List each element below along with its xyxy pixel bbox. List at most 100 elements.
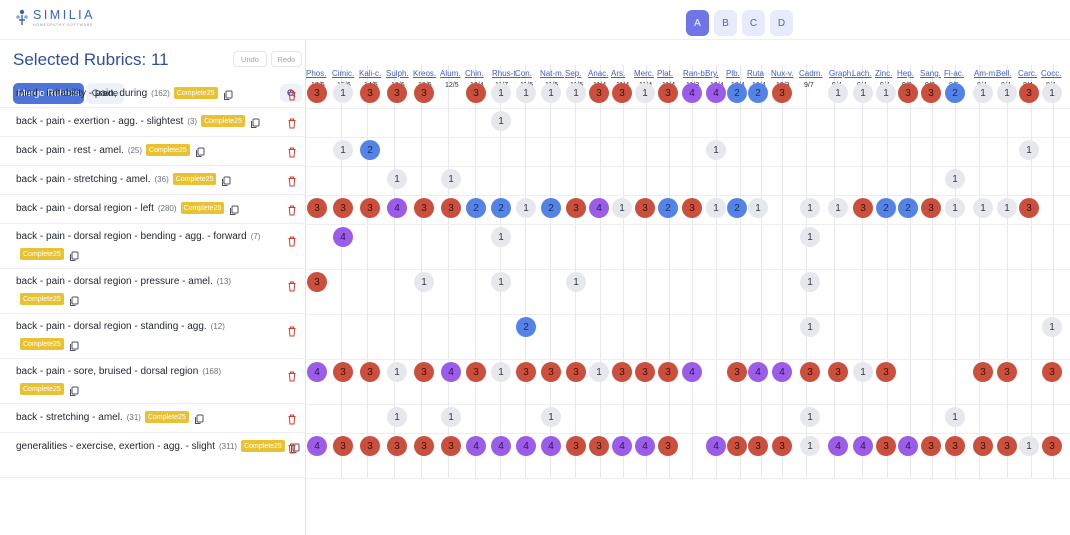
grade-cell[interactable]: 3 <box>387 83 407 103</box>
remedy-name[interactable]: Hep. <box>897 69 914 78</box>
grade-cell[interactable]: 4 <box>682 362 702 382</box>
grade-cell[interactable]: 3 <box>800 362 820 382</box>
grade-cell[interactable]: 3 <box>414 436 434 456</box>
grade-cell[interactable]: 3 <box>360 83 380 103</box>
rubric-text[interactable]: back - pain - dorsal region - bending - … <box>16 231 247 242</box>
grade-cell[interactable]: 1 <box>541 83 561 103</box>
grade-cell[interactable]: 4 <box>772 362 792 382</box>
grade-cell[interactable]: 3 <box>589 83 609 103</box>
grade-cell[interactable]: 3 <box>945 436 965 456</box>
grade-cell[interactable]: 3 <box>997 362 1017 382</box>
copy-icon[interactable] <box>195 145 205 157</box>
grade-cell[interactable]: 4 <box>516 436 536 456</box>
grade-cell[interactable]: 4 <box>541 436 561 456</box>
grade-cell[interactable]: 3 <box>1042 362 1062 382</box>
rubric-text[interactable]: back - pain - dorsal region - pressure -… <box>16 276 213 287</box>
grade-cell[interactable]: 1 <box>800 198 820 218</box>
remedy-name[interactable]: Sep. <box>565 69 582 78</box>
grade-cell[interactable]: 1 <box>612 198 632 218</box>
grade-cell[interactable]: 4 <box>898 436 918 456</box>
grade-cell[interactable]: 2 <box>491 198 511 218</box>
grade-cell[interactable]: 1 <box>1042 83 1062 103</box>
grade-cell[interactable]: 3 <box>748 436 768 456</box>
grade-cell[interactable]: 4 <box>387 198 407 218</box>
trash-icon[interactable] <box>287 174 297 187</box>
grade-cell[interactable]: 1 <box>387 407 407 427</box>
grade-cell[interactable]: 3 <box>466 362 486 382</box>
grade-cell[interactable]: 3 <box>566 362 586 382</box>
grade-cell[interactable]: 3 <box>682 198 702 218</box>
grade-cell[interactable]: 1 <box>800 227 820 247</box>
rubric-text[interactable]: back - pain - dorsal region - standing -… <box>16 321 207 332</box>
grade-cell[interactable]: 1 <box>441 407 461 427</box>
grade-cell[interactable]: 3 <box>853 198 873 218</box>
remedy-name[interactable]: Con. <box>515 69 532 78</box>
grade-cell[interactable]: 1 <box>516 198 536 218</box>
grade-cell[interactable]: 1 <box>748 198 768 218</box>
grade-cell[interactable]: 1 <box>516 83 536 103</box>
trash-icon[interactable] <box>287 441 297 454</box>
grade-cell[interactable]: 1 <box>945 198 965 218</box>
grade-cell[interactable]: 4 <box>491 436 511 456</box>
grade-cell[interactable]: 3 <box>727 436 747 456</box>
grade-cell[interactable]: 3 <box>876 436 896 456</box>
grade-cell[interactable]: 3 <box>466 83 486 103</box>
trash-icon[interactable] <box>287 145 297 158</box>
grade-cell[interactable]: 3 <box>333 436 353 456</box>
rubric-badge[interactable]: Complete25 <box>201 115 245 127</box>
grade-cell[interactable]: 1 <box>828 198 848 218</box>
grade-cell[interactable]: 3 <box>360 198 380 218</box>
grade-cell[interactable]: 1 <box>589 362 609 382</box>
grade-cell[interactable]: 3 <box>658 436 678 456</box>
grade-cell[interactable]: 3 <box>772 436 792 456</box>
rubric-text[interactable]: back - pain - dorsal region - left <box>16 202 154 214</box>
grade-cell[interactable]: 3 <box>658 83 678 103</box>
grade-cell[interactable]: 3 <box>414 362 434 382</box>
trash-icon[interactable] <box>287 279 297 292</box>
grade-cell[interactable]: 1 <box>853 362 873 382</box>
rubric-badge[interactable]: Complete25 <box>20 248 64 260</box>
grade-cell[interactable]: 1 <box>491 272 511 292</box>
grade-cell[interactable]: 1 <box>441 169 461 189</box>
remedy-name[interactable]: Fl-ac. <box>944 69 964 78</box>
rubric-badge[interactable]: Complete25 <box>146 144 190 156</box>
grade-cell[interactable]: 2 <box>898 198 918 218</box>
grade-cell[interactable]: 3 <box>828 362 848 382</box>
grade-cell[interactable]: 1 <box>1042 317 1062 337</box>
remedy-name[interactable]: Merc. <box>634 69 654 78</box>
grade-cell[interactable]: 1 <box>800 436 820 456</box>
grade-cell[interactable]: 1 <box>491 111 511 131</box>
grade-cell[interactable]: 1 <box>800 317 820 337</box>
grade-cell[interactable]: 3 <box>1019 198 1039 218</box>
remedy-name[interactable]: Bry. <box>705 69 719 78</box>
grade-cell[interactable]: 2 <box>727 198 747 218</box>
grade-cell[interactable]: 4 <box>853 436 873 456</box>
rubric-badge[interactable]: Complete25 <box>144 411 189 423</box>
grade-cell[interactable]: 3 <box>612 83 632 103</box>
grade-cell[interactable]: 3 <box>541 362 561 382</box>
grade-cell[interactable]: 4 <box>466 436 486 456</box>
tab-c[interactable]: C <box>742 10 765 36</box>
grade-cell[interactable]: 2 <box>360 140 380 160</box>
grade-cell[interactable]: 1 <box>706 198 726 218</box>
copy-icon[interactable] <box>290 441 300 453</box>
remedy-name[interactable]: Ruta <box>747 69 764 78</box>
tab-d[interactable]: D <box>770 10 793 36</box>
grade-cell[interactable]: 1 <box>541 407 561 427</box>
copy-icon[interactable] <box>69 249 79 261</box>
grade-cell[interactable]: 3 <box>333 362 353 382</box>
grade-cell[interactable]: 1 <box>945 169 965 189</box>
grade-cell[interactable]: 3 <box>635 198 655 218</box>
grade-cell[interactable]: 1 <box>387 169 407 189</box>
grade-cell[interactable]: 3 <box>589 436 609 456</box>
grade-cell[interactable]: 1 <box>491 83 511 103</box>
grade-cell[interactable]: 3 <box>307 83 327 103</box>
trash-icon[interactable] <box>287 88 297 101</box>
grade-cell[interactable]: 1 <box>491 362 511 382</box>
remedy-name[interactable]: Sulph. <box>386 69 409 78</box>
grade-cell[interactable]: 3 <box>973 436 993 456</box>
grade-cell[interactable]: 3 <box>414 83 434 103</box>
grade-cell[interactable]: 1 <box>997 83 1017 103</box>
redo-button[interactable]: Redo <box>271 51 302 67</box>
rubric-badge[interactable]: Complete25 <box>20 383 64 395</box>
